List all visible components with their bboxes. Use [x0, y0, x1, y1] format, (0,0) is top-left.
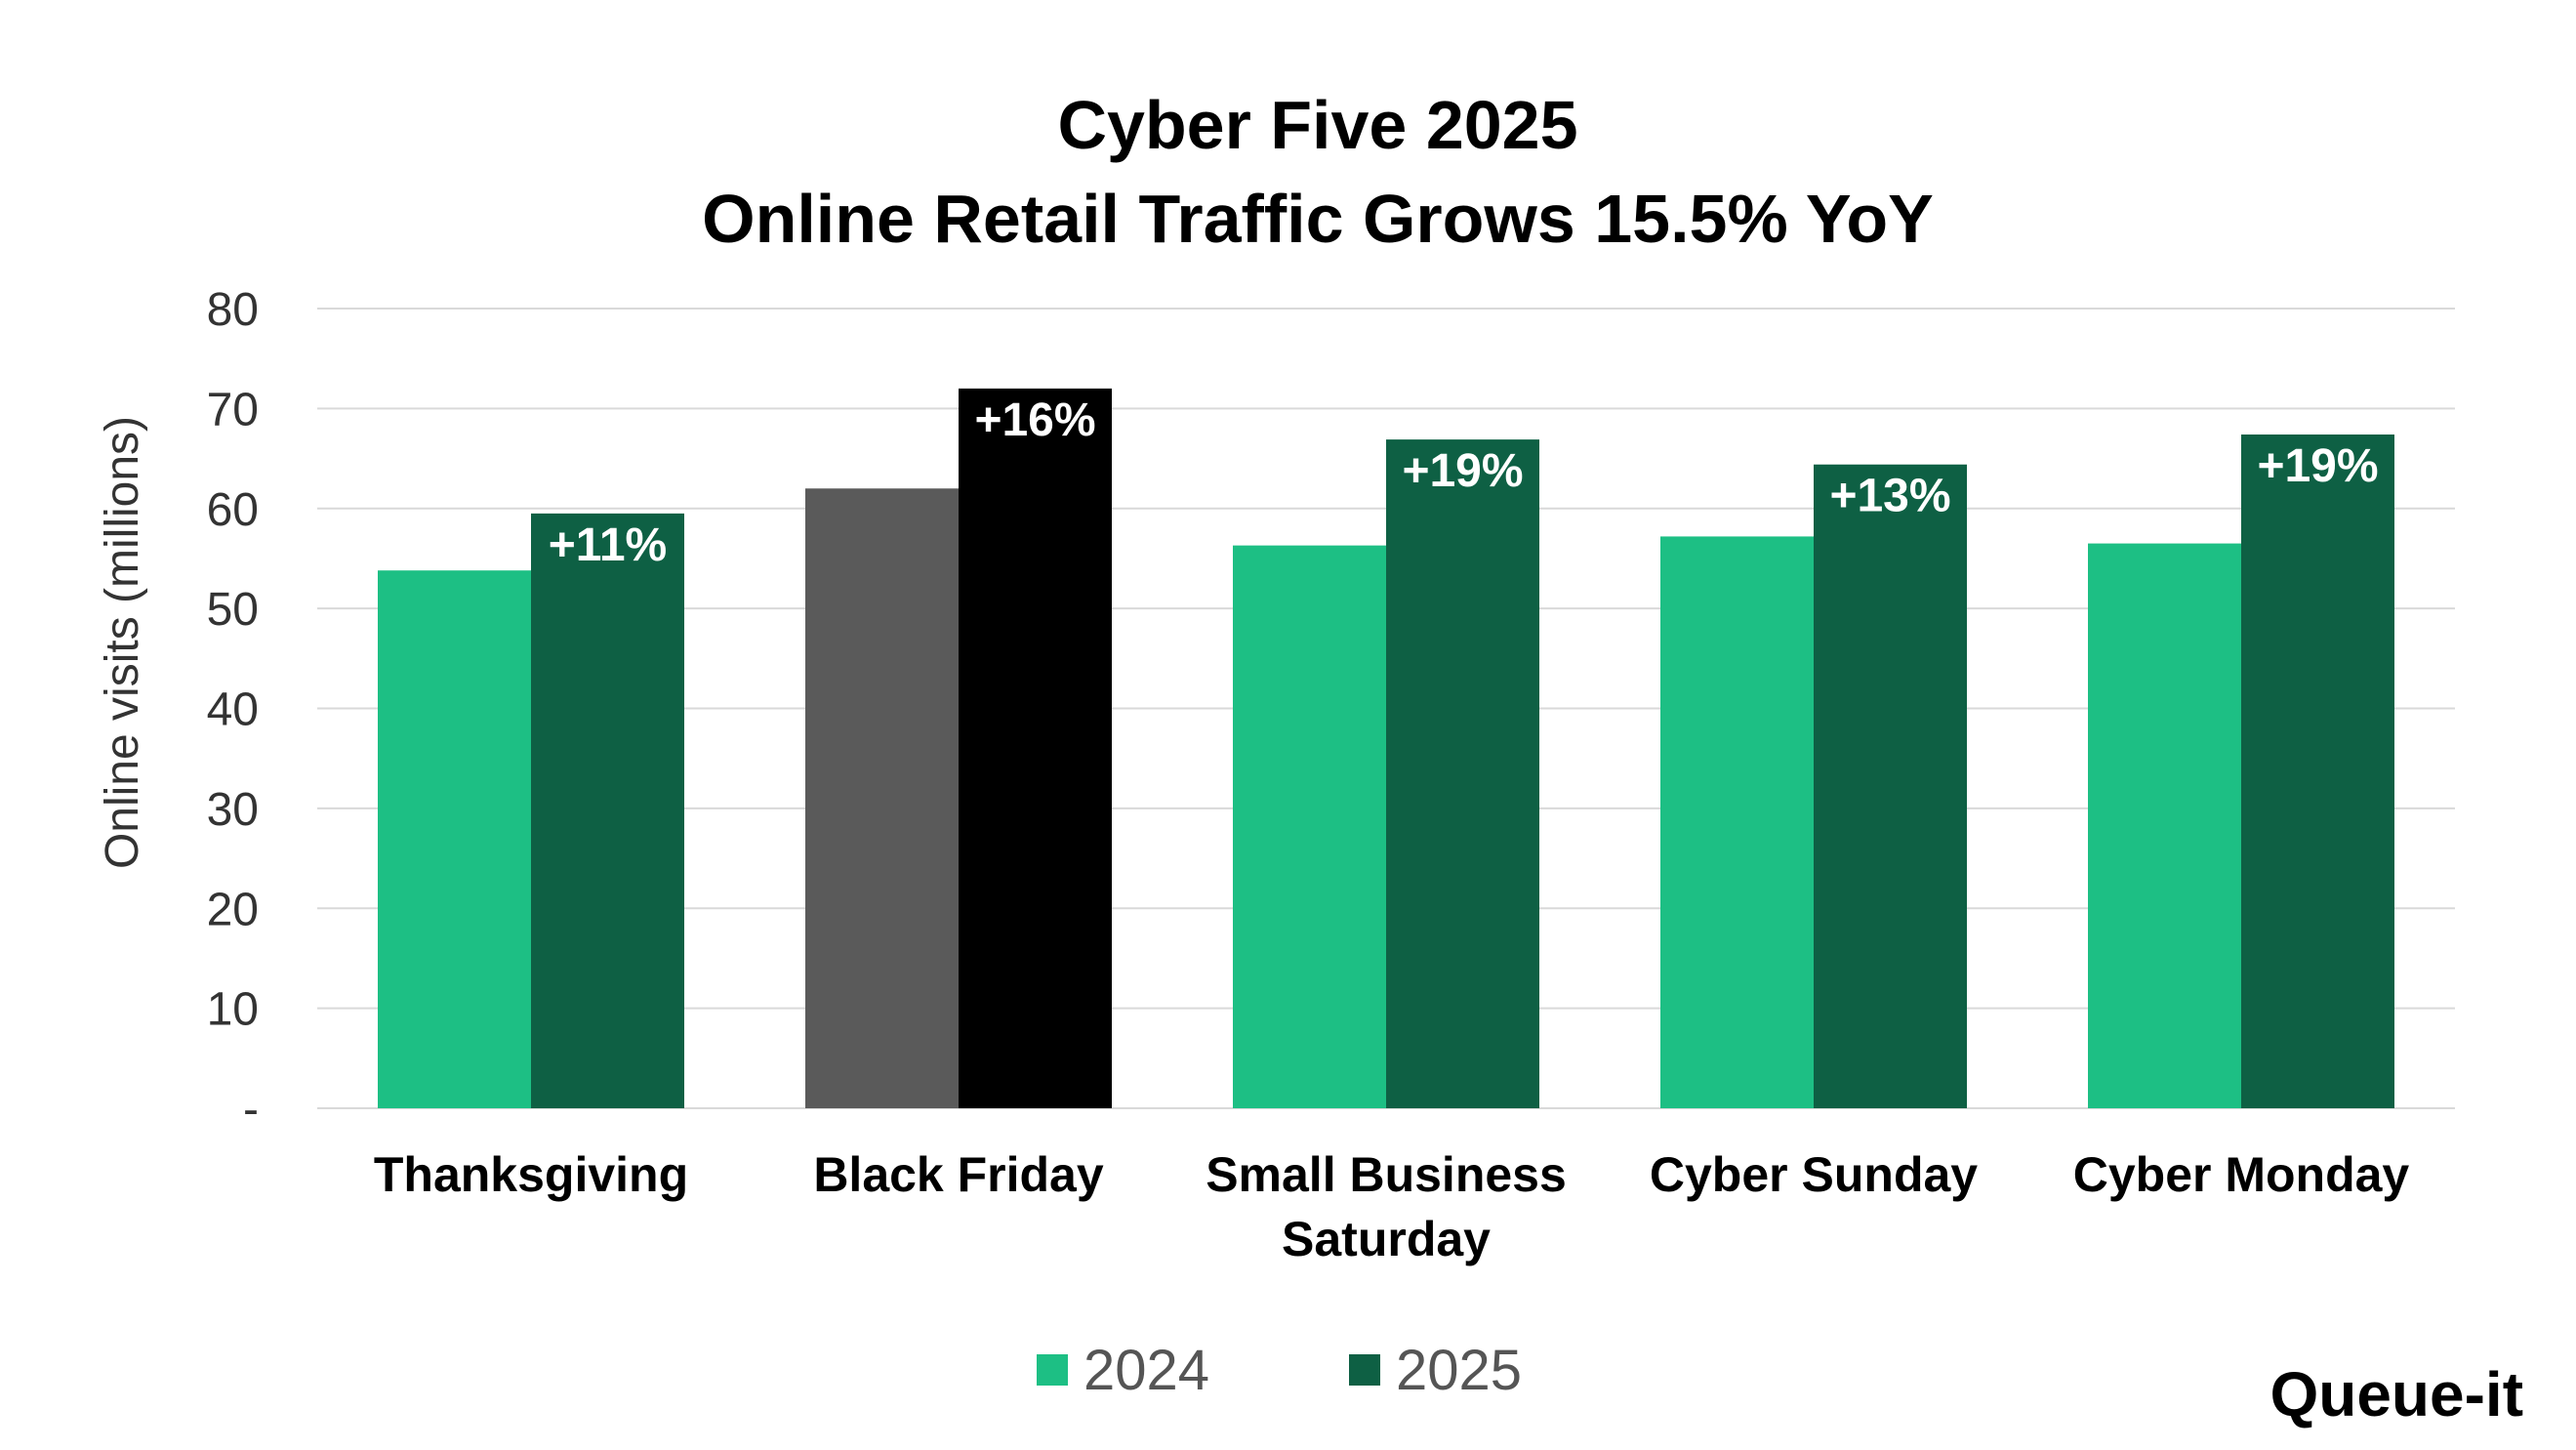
- bar-2025-3: [1814, 464, 1967, 1109]
- bar-2025-0: [531, 513, 684, 1108]
- category-label: Thanksgiving: [374, 1147, 688, 1202]
- y-tick-label: 60: [207, 484, 259, 536]
- y-tick-label: 20: [207, 884, 259, 935]
- y-tick-label: 40: [207, 684, 259, 736]
- y-tick-label: 10: [207, 984, 259, 1036]
- x-axis-categories: Thanksgiving Black Friday Small Business Sa…: [374, 1147, 2410, 1266]
- chart-title: Cyber Five 2025: [1057, 87, 1577, 163]
- bar-2025-2: [1386, 439, 1539, 1109]
- legend-swatch-2024: [1037, 1354, 1068, 1386]
- bar-2024-1: [805, 488, 959, 1108]
- bar-2025-1: [959, 388, 1112, 1108]
- category-label: Small Business: [1206, 1147, 1567, 1202]
- legend-swatch-2025: [1349, 1354, 1380, 1386]
- logo-text: Queue-it: [2269, 1359, 2523, 1429]
- y-tick-label: 70: [207, 384, 259, 435]
- y-axis-ticks: - 10 20 30 40 50 60 70 80: [207, 284, 259, 1136]
- data-label: +13%: [1829, 471, 1950, 522]
- category-label: Cyber Sunday: [1650, 1147, 1978, 1202]
- chart-subtitle: Online Retail Traffic Grows 15.5% YoY: [702, 181, 1934, 257]
- data-label: +16%: [974, 394, 1095, 446]
- category-label: Cyber Monday: [2073, 1147, 2410, 1202]
- category-label: Saturday: [1282, 1212, 1491, 1266]
- bars: [378, 388, 2394, 1109]
- legend-label: 2025: [1396, 1339, 1522, 1402]
- data-label: +19%: [2257, 440, 2378, 492]
- legend-label: 2024: [1084, 1339, 1209, 1402]
- data-label: +11%: [549, 519, 667, 571]
- title-block: Cyber Five 2025 Online Retail Traffic Gr…: [702, 87, 1934, 257]
- data-labels: +11% +16% +19% +13% +19%: [549, 394, 2379, 571]
- bar-2024-4: [2088, 543, 2241, 1108]
- category-label: Black Friday: [813, 1147, 1104, 1202]
- data-label: +19%: [1402, 445, 1523, 497]
- bar-2025-4: [2241, 434, 2394, 1108]
- bar-2024-3: [1660, 536, 1814, 1108]
- y-tick-label: 30: [207, 784, 259, 836]
- y-tick-label: 80: [207, 284, 259, 336]
- bar-2024-0: [378, 570, 531, 1108]
- y-tick-label: -: [243, 1084, 259, 1136]
- legend: 2024 2025: [1037, 1339, 1522, 1402]
- bar-2024-2: [1233, 545, 1386, 1108]
- y-axis-label: Online visits (millions): [97, 416, 148, 869]
- queue-it-logo: Queue-it: [2269, 1359, 2523, 1429]
- y-tick-label: 50: [207, 584, 259, 636]
